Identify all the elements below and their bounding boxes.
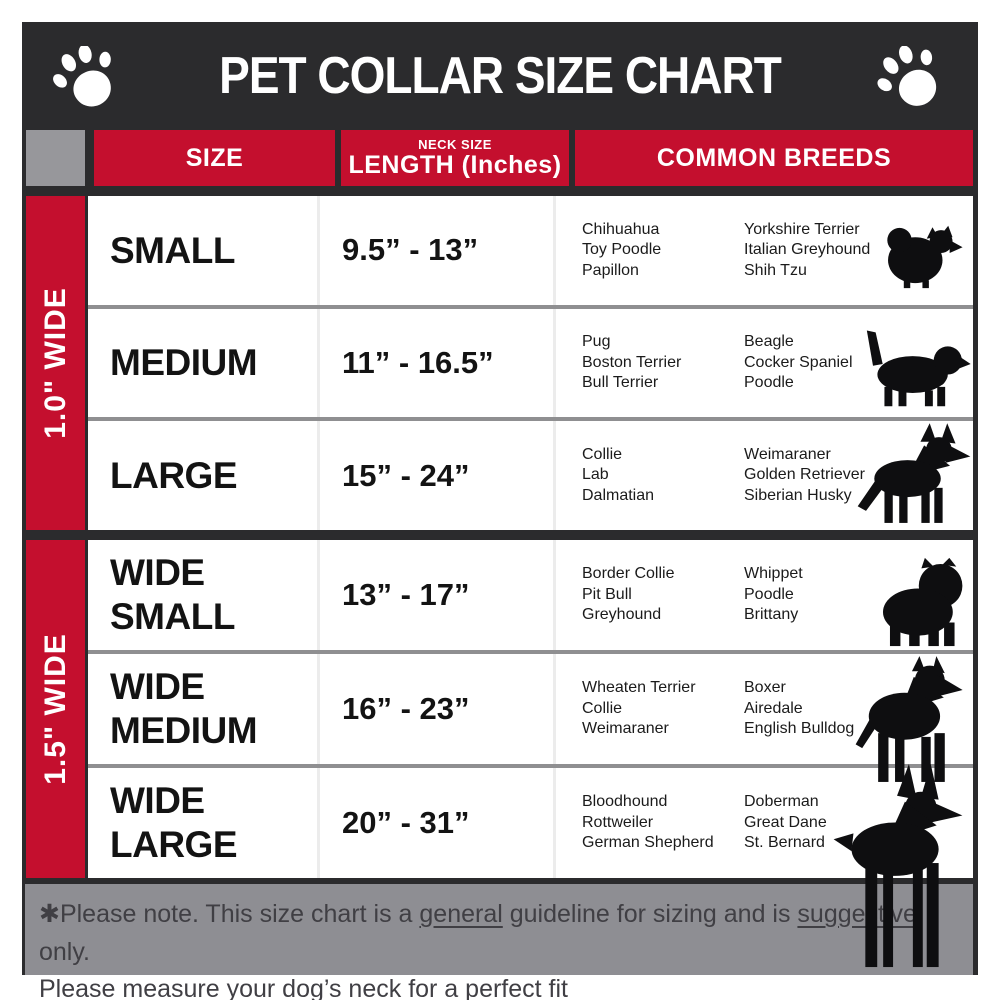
size-name: SMALL [110,229,235,271]
neck-range: 11” - 16.5” [342,345,494,380]
section-1-5-wide: WIDE SMALL 13” - 17” Border Collie Pit B… [88,540,973,878]
table-row-small: SMALL 9.5” - 13” Chihuahua Toy Poodle Pa… [88,196,973,305]
chart-frame: PET COLLAR SIZE CHART SIZE NECK SIZE LEN… [22,22,978,1000]
breed-list: Doberman Great Dane St. Bernard [744,793,827,852]
underlined-word: suggestive [797,900,917,928]
neck-range: 13” - 17” [342,577,470,612]
table-row-wide-large: WIDE LARGE 20” - 31” Bloodhound Rottweil… [88,764,973,878]
size-name: WIDE MEDIUM [110,666,258,751]
size-name: MEDIUM [110,342,258,384]
width-band-1-5-inch: 1.5" WIDE [26,540,85,878]
doberman-silhouette-icon [825,764,975,972]
column-header-neck-size: NECK SIZE LENGTH (Inches) [341,130,569,186]
breed-list: Chihuahua Toy Poodle Papillon [582,220,662,279]
column-header-breeds-label: COMMON BREEDS [656,143,892,172]
breed-list: Bloodhound Rottweiler German Shepherd [582,793,714,852]
size-name: LARGE [110,454,238,496]
section-1-0-wide: SMALL 9.5” - 13” Chihuahua Toy Poodle Pa… [88,196,973,531]
breed-list: Border Collie Pit Bull Greyhound [582,565,675,624]
paw-print-icon [52,44,124,110]
column-header-common-breeds: COMMON BREEDS [575,130,973,186]
column-header-size: SIZE [94,130,335,186]
page-title: PET COLLAR SIZE CHART [219,45,782,105]
neck-range: 20” - 31” [342,805,470,840]
column-header-size-label: SIZE [185,143,244,172]
table-row-wide-medium: WIDE MEDIUM 16” - 23” Wheaten Terrier Co… [88,650,973,764]
pitbull-silhouette-icon [850,650,972,790]
shepherd-silhouette-icon [854,422,974,526]
size-name: WIDE LARGE [110,780,238,865]
pomeranian-silhouette-icon [878,214,964,292]
paw-print-icon [876,45,948,110]
footer-note-line-1: ✱Please note. This size chart is a gener… [39,900,917,966]
breed-list: Weimaraner Golden Retriever Siberian Hus… [744,445,865,504]
breed-list: Boxer Airedale English Bulldog [744,679,855,738]
neck-range: 16” - 23” [342,691,470,726]
title-bar: PET COLLAR SIZE CHART [22,22,978,128]
bulldog-silhouette-icon [876,550,972,654]
beagle-silhouette-icon [858,320,976,408]
breed-list: Yorkshire Terrier Italian Greyhound Shih… [744,220,871,279]
breed-list: Wheaten Terrier Collie Weimaraner [582,679,696,738]
table-row-wide-small: WIDE SMALL 13” - 17” Border Collie Pit B… [88,540,973,650]
width-band-1-0-inch: 1.0" WIDE [26,196,85,530]
neck-range: 15” - 24” [342,457,470,493]
width-band-1-5-label: 1.5" WIDE [38,633,72,785]
footer-note-line-2: Please measure your dog’s neck for a per… [39,975,568,1000]
column-header-neck-main-label: LENGTH (Inches) [348,151,562,179]
underlined-word: general [419,900,503,928]
width-band-1-0-label: 1.0" WIDE [38,287,72,439]
breed-list: Pug Boston Terrier Bull Terrier [582,333,682,392]
table-row-large: LARGE 15” - 24” Collie Lab Dalmatian Wei… [88,417,973,531]
size-name: WIDE SMALL [110,552,235,637]
column-header-neck-top-label: NECK SIZE [418,137,492,152]
breed-list: Collie Lab Dalmatian [582,445,655,504]
header-corner-spacer [26,130,85,186]
breed-list: Whippet Poodle Brittany [744,565,803,624]
breed-list: Beagle Cocker Spaniel Poodle [744,333,853,392]
footer-note: ✱Please note. This size chart is a gener… [25,884,973,1000]
table-row-medium: MEDIUM 11” - 16.5” Pug Boston Terrier Bu… [88,304,973,418]
neck-range: 9.5” - 13” [342,232,479,268]
